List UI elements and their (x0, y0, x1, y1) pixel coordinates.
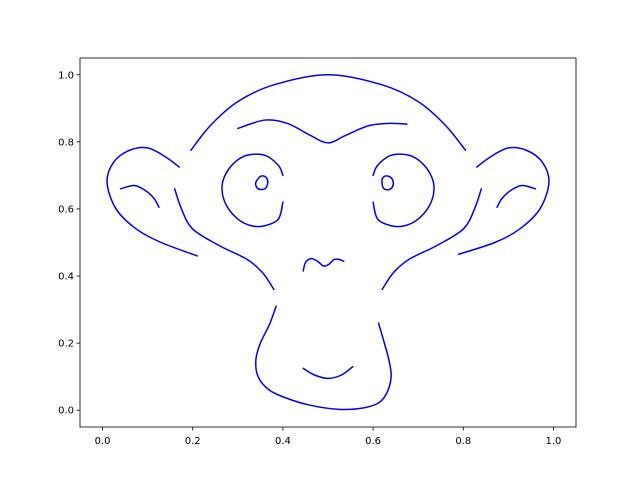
x-tick-label: 0.2 (185, 436, 201, 447)
x-tick-label: 1.0 (546, 436, 562, 447)
x-tick-label: 0.0 (95, 436, 111, 447)
series-line-9 (458, 146, 550, 255)
y-tick-label: 0.8 (58, 137, 74, 148)
curves-group (106, 74, 550, 411)
x-axis: 0.0 0.2 0.4 0.6 0.8 1.0 (95, 427, 562, 447)
plot-area (80, 58, 576, 427)
y-tick-label: 1.0 (58, 70, 74, 81)
x-tick-label: 0.4 (275, 436, 291, 447)
series-line-5 (221, 153, 284, 228)
series-line-6 (254, 175, 269, 191)
x-tick-label: 0.6 (365, 436, 381, 447)
series-line-0 (190, 74, 467, 151)
series-line-7 (372, 153, 435, 228)
y-tick-label: 0.6 (58, 204, 74, 215)
axes-frame (79, 57, 577, 428)
y-tick-label: 0.2 (58, 339, 74, 350)
series-line-1 (237, 119, 408, 144)
series-line-8 (381, 175, 395, 191)
y-tick-label: 0.0 (58, 406, 74, 417)
series-line-4 (173, 188, 275, 291)
series-line-11 (381, 188, 483, 291)
series-line-3 (119, 184, 160, 209)
series-line-13 (254, 305, 392, 411)
y-tick-label: 0.4 (58, 272, 74, 283)
y-axis: 0.0 0.2 0.4 0.6 0.8 1.0 (58, 70, 80, 417)
series-line-10 (496, 184, 537, 209)
series-line-12 (302, 257, 345, 272)
series-line-14 (302, 365, 354, 380)
series-line-2 (106, 146, 198, 257)
x-tick-label: 0.8 (455, 436, 471, 447)
